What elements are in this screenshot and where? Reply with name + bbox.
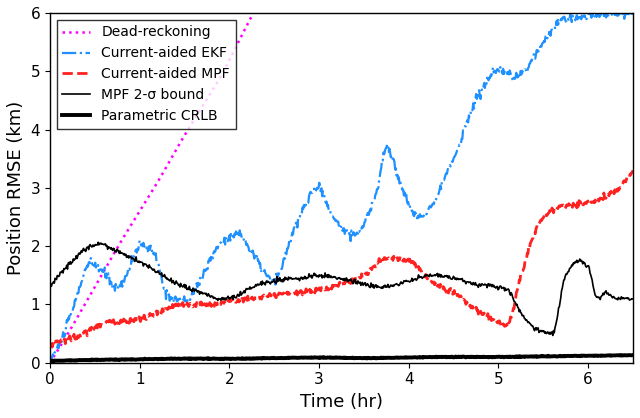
Current-aided MPF (83, 329, 90, 334)
Dead-reckoning (46, 360, 54, 365)
Parametric CRLB (385, 355, 393, 360)
Current-aided MPF (401, 258, 408, 263)
Current-aided EKF (629, 10, 637, 15)
Current-aided MPF (46, 342, 54, 347)
Dead-reckoning (170, 152, 177, 157)
Parametric CRLB (419, 355, 426, 360)
MPF 2-σ bound (489, 284, 497, 289)
Parametric CRLB (549, 354, 557, 359)
MPF 2-σ bound (549, 333, 557, 338)
MPF 2-σ bound (46, 286, 54, 291)
Current-aided MPF (49, 344, 56, 349)
Line: Parametric CRLB: Parametric CRLB (50, 355, 633, 361)
Current-aided EKF (549, 28, 557, 33)
Legend: Dead-reckoning, Current-aided EKF, Current-aided MPF, MPF 2-σ bound, Parametric : Dead-reckoning, Current-aided EKF, Curre… (57, 20, 236, 129)
Current-aided MPF (489, 317, 497, 322)
X-axis label: Time (hr): Time (hr) (300, 393, 383, 411)
Dead-reckoning (166, 158, 174, 163)
Parametric CRLB (49, 359, 57, 364)
Dead-reckoning (229, 51, 237, 56)
Parametric CRLB (401, 355, 408, 360)
Current-aided EKF (489, 65, 497, 70)
MPF 2-σ bound (401, 279, 408, 284)
Line: MPF 2-σ bound: MPF 2-σ bound (50, 242, 633, 336)
Line: Current-aided EKF: Current-aided EKF (50, 13, 633, 362)
Parametric CRLB (46, 359, 54, 364)
Dead-reckoning (166, 159, 173, 164)
Current-aided MPF (385, 257, 393, 262)
Dead-reckoning (248, 13, 255, 18)
Current-aided EKF (47, 359, 55, 364)
Y-axis label: Position RMSE (km): Position RMSE (km) (7, 101, 25, 275)
Current-aided EKF (385, 146, 393, 151)
Dead-reckoning (216, 75, 224, 80)
Current-aided MPF (549, 208, 557, 213)
Current-aided EKF (588, 10, 596, 15)
MPF 2-σ bound (94, 240, 102, 245)
Current-aided EKF (83, 265, 90, 270)
Parametric CRLB (629, 352, 637, 357)
Line: Dead-reckoning: Dead-reckoning (50, 16, 252, 363)
Current-aided MPF (419, 270, 426, 275)
Current-aided MPF (629, 168, 637, 173)
Parametric CRLB (489, 354, 497, 359)
Line: Current-aided MPF: Current-aided MPF (50, 170, 633, 347)
Current-aided EKF (419, 214, 426, 219)
MPF 2-σ bound (82, 249, 90, 254)
Current-aided EKF (401, 190, 408, 195)
MPF 2-σ bound (385, 285, 393, 290)
Dead-reckoning (47, 359, 54, 364)
Current-aided EKF (46, 354, 54, 359)
MPF 2-σ bound (629, 296, 637, 301)
MPF 2-σ bound (419, 276, 426, 281)
Parametric CRLB (83, 358, 90, 363)
MPF 2-σ bound (550, 328, 557, 333)
